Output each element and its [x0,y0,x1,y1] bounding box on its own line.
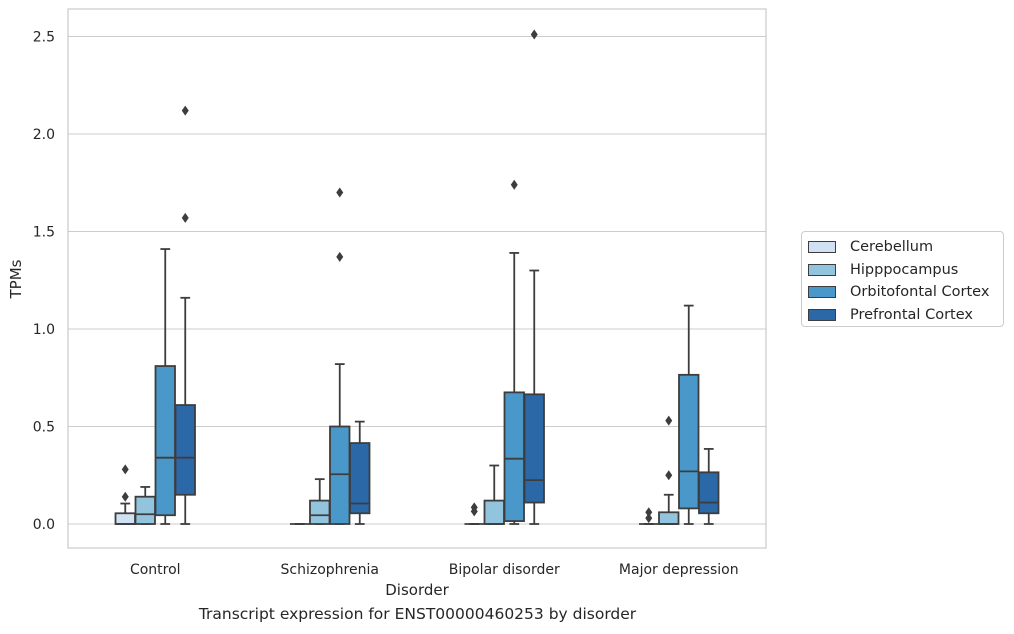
x-tick-labels: Control Schizophrenia Bipolar disorder Majo… [130,562,739,578]
box-major-depression-cerebellum-outlier-0 [645,507,653,518]
x-tick-bipolar-disorder: Bipolar disorder [449,562,560,578]
box-bipolar-disorder-prefrontal-cortex [523,29,545,525]
legend-item-orbitofrontal: Orbitofontal Cortex [808,281,1003,304]
legend: Cerebellum Hipppocampus Orbitofontal Cor… [801,231,1004,327]
box-major-depression-hipppocampus-outlier-0 [665,415,673,426]
box-control-hipppocampus-body [134,495,156,525]
y-tick-2-0: 2.0 [33,127,55,143]
box-bipolar-disorder-hipppocampus-body [483,499,505,525]
legend-swatch-prefrontal [808,308,836,321]
legend-label-hippocampus: Hipppocampus [850,261,959,278]
box-major-depression-prefrontal-cortex [698,448,720,525]
box-series [114,29,720,525]
legend-label-prefrontal: Prefrontal Cortex [850,306,973,323]
chart-caption: Transcript expression for ENST0000046025… [198,605,637,623]
box-bipolar-disorder-orbitofontal-cortex-body [503,391,525,522]
legend-item-prefrontal: Prefrontal Cortex [808,304,1003,327]
y-tick-0-5: 0.5 [33,420,55,436]
box-control-prefrontal-cortex-body [174,404,196,496]
box-schizophrenia-prefrontal-cortex-body [349,442,371,515]
box-control-prefrontal-cortex [174,105,196,525]
box-bipolar-disorder-cerebellum-outlier-1 [470,506,478,517]
y-tick-2-5: 2.5 [33,30,55,46]
legend-item-hippocampus: Hipppocampus [808,259,1003,282]
box-control-cerebellum-outlier-0 [121,464,129,475]
legend-item-cerebellum: Cerebellum [808,236,1003,259]
x-tick-schizophrenia: Schizophrenia [281,562,379,578]
box-bipolar-disorder-orbitofontal-cortex-outlier-0 [510,179,518,190]
legend-label-orbitofrontal: Orbitofontal Cortex [850,284,990,301]
box-control-orbitofontal-cortex-body [154,365,176,517]
box-control-cerebellum-outlier-1 [121,491,129,502]
x-axis-title: Disorder [385,581,449,599]
box-control-cerebellum-body [114,512,136,525]
box-bipolar-disorder-cerebellum [464,502,484,525]
box-major-depression-prefrontal-cortex-body [698,471,720,515]
box-major-depression-hipppocampus-body [658,511,680,525]
box-schizophrenia-orbitofontal-cortex-outlier-1 [336,187,344,198]
box-bipolar-disorder-prefrontal-cortex-outlier-0 [530,29,538,40]
legend-swatch-orbitofrontal [808,286,836,299]
box-schizophrenia-hipppocampus-body [309,499,331,525]
y-axis-title: TPMs [7,259,25,299]
box-major-depression-hipppocampus [658,415,680,525]
box-major-depression-orbitofontal-cortex-body [678,373,700,510]
box-control-prefrontal-cortex-outlier-1 [181,105,189,116]
x-tick-control: Control [130,562,181,578]
legend-swatch-hippocampus [808,263,836,276]
box-schizophrenia-prefrontal-cortex [349,420,371,525]
box-schizophrenia-orbitofontal-cortex-body [329,425,351,525]
legend-swatch-cerebellum [808,241,836,254]
y-tick-labels: 0.0 0.5 1.0 1.5 2.0 2.5 [33,30,55,534]
box-schizophrenia-orbitofontal-cortex-outlier-0 [336,251,344,262]
box-control-prefrontal-cortex-outlier-0 [181,212,189,223]
box-control-cerebellum [114,464,136,525]
box-major-depression-cerebellum-outlier-1 [645,513,653,524]
box-bipolar-disorder-hipppocampus [483,464,505,525]
box-major-depression-cerebellum [639,507,659,525]
box-major-depression-orbitofontal-cortex [678,304,700,525]
box-schizophrenia-hipppocampus [309,478,331,525]
box-schizophrenia-orbitofontal-cortex [329,187,351,525]
y-tick-0-0: 0.0 [33,517,55,533]
box-bipolar-disorder-prefrontal-cortex-body [523,393,545,504]
box-major-depression-hipppocampus-outlier-1 [665,470,673,481]
y-tick-1-5: 1.5 [33,225,55,241]
x-tick-major-depression: Major depression [619,562,739,578]
legend-label-cerebellum: Cerebellum [850,239,934,256]
y-tick-1-0: 1.0 [33,322,55,338]
box-bipolar-disorder-orbitofontal-cortex [503,179,525,525]
